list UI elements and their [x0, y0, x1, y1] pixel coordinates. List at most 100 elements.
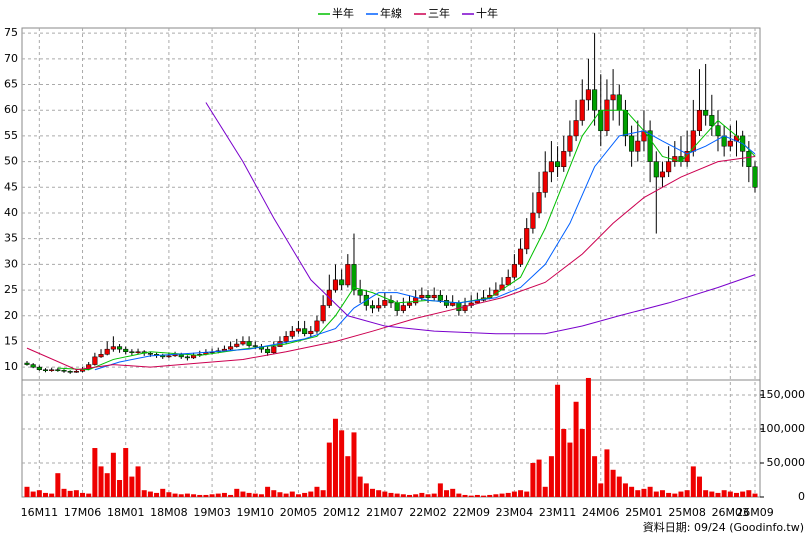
volume-bar: [659, 490, 665, 497]
volume-bar: [493, 494, 499, 497]
volume-bar: [450, 488, 456, 497]
candle-body: [351, 264, 357, 291]
volume-bar: [61, 488, 67, 497]
candle-body: [592, 89, 598, 111]
footer: 資料日期: 09/24 (Goodinfo.tw): [643, 520, 804, 534]
volume-bar: [696, 476, 702, 497]
volume-bar: [721, 490, 727, 497]
candle-body: [666, 161, 672, 173]
candle-body: [228, 346, 234, 350]
ma-line: [94, 130, 756, 371]
volume-bar: [518, 490, 524, 497]
candle-body: [49, 369, 55, 372]
volume-bar: [733, 492, 739, 497]
volume-bar: [295, 494, 301, 497]
candle-body: [271, 346, 277, 354]
x-tick-label: 25M08: [668, 506, 706, 519]
candle-body: [419, 294, 425, 299]
volume-bar: [548, 456, 554, 497]
volume-bar: [98, 466, 104, 497]
x-tick-label: 20M05: [280, 506, 318, 519]
candle-body: [320, 305, 326, 322]
candle-body: [369, 305, 376, 309]
volume-bar: [678, 491, 684, 497]
volume-bar: [135, 466, 141, 497]
volume-bar: [684, 490, 690, 497]
candle-body: [635, 140, 641, 152]
volume-bar: [191, 494, 197, 497]
ma-line: [26, 155, 756, 371]
ma-line: [205, 102, 756, 335]
volume-bar: [320, 490, 326, 497]
candle-body: [67, 371, 73, 373]
y-tick-label: 60: [4, 103, 18, 116]
candle-body: [721, 135, 727, 147]
volume-bar: [666, 492, 672, 497]
volume-bar: [228, 494, 234, 497]
x-tick-label: 18M01: [107, 506, 145, 519]
candle-body: [339, 279, 345, 286]
x-tick-label: 22M09: [452, 506, 490, 519]
candle-body: [252, 345, 258, 347]
candle-body: [314, 320, 320, 332]
volume-bar: [252, 493, 258, 497]
volume-bar: [129, 476, 135, 497]
y-tick-label: 10: [4, 360, 18, 373]
volume-bar: [598, 483, 604, 497]
volume-bar: [703, 490, 709, 497]
volume-bar: [524, 491, 530, 497]
volume-bar: [505, 492, 511, 497]
volume-bar: [345, 456, 351, 497]
candle-body: [555, 161, 561, 167]
candle-body: [36, 366, 42, 370]
volume-bar: [530, 462, 536, 497]
candle-body: [332, 279, 339, 291]
volume-bar: [653, 491, 659, 497]
candle-body: [604, 99, 610, 132]
volume-bar: [332, 418, 338, 497]
x-tick-label: 22M02: [409, 506, 447, 519]
volume-bar: [80, 492, 86, 497]
volume-bar: [616, 476, 622, 497]
y-tick-label: 65: [4, 78, 18, 91]
volume-bar: [209, 494, 215, 497]
volume-bar: [481, 495, 487, 497]
candle-body: [567, 135, 573, 152]
volume-bar: [542, 486, 548, 497]
volume-bar: [456, 493, 462, 497]
candle-body: [524, 228, 530, 250]
candle-body: [178, 354, 184, 358]
candle-body: [135, 351, 141, 354]
candle-body: [123, 348, 129, 352]
candle-body: [166, 355, 172, 358]
candle-body: [129, 351, 135, 354]
volume-bar: [43, 492, 49, 497]
candle-body: [61, 369, 67, 372]
volume-bar: [394, 493, 400, 497]
candle-body: [709, 115, 715, 126]
candle-body: [357, 289, 363, 296]
volume-bar: [376, 490, 382, 497]
volume-bar: [283, 493, 289, 497]
volume-bar: [123, 448, 129, 497]
volume-bar: [110, 452, 116, 497]
candle-body: [246, 341, 252, 346]
volume-bar: [30, 491, 36, 497]
volume-bar: [184, 493, 190, 497]
volume-bar: [567, 442, 573, 497]
x-tick-label: 18M08: [150, 506, 188, 519]
volume-bar: [561, 428, 567, 497]
candle-body: [653, 161, 659, 178]
candle-body: [283, 336, 289, 342]
candle-body: [696, 109, 703, 132]
candle-body: [585, 89, 591, 101]
y-tick-label: 15: [4, 334, 18, 347]
volume-bar: [55, 473, 61, 497]
candle-body: [400, 305, 406, 311]
candle-body: [542, 171, 548, 193]
candle-body: [462, 305, 468, 311]
volume-bar: [117, 479, 123, 497]
candle-body: [530, 212, 536, 229]
x-tick-label: 21M07: [366, 506, 404, 519]
y-tick-label: 75: [4, 26, 18, 39]
